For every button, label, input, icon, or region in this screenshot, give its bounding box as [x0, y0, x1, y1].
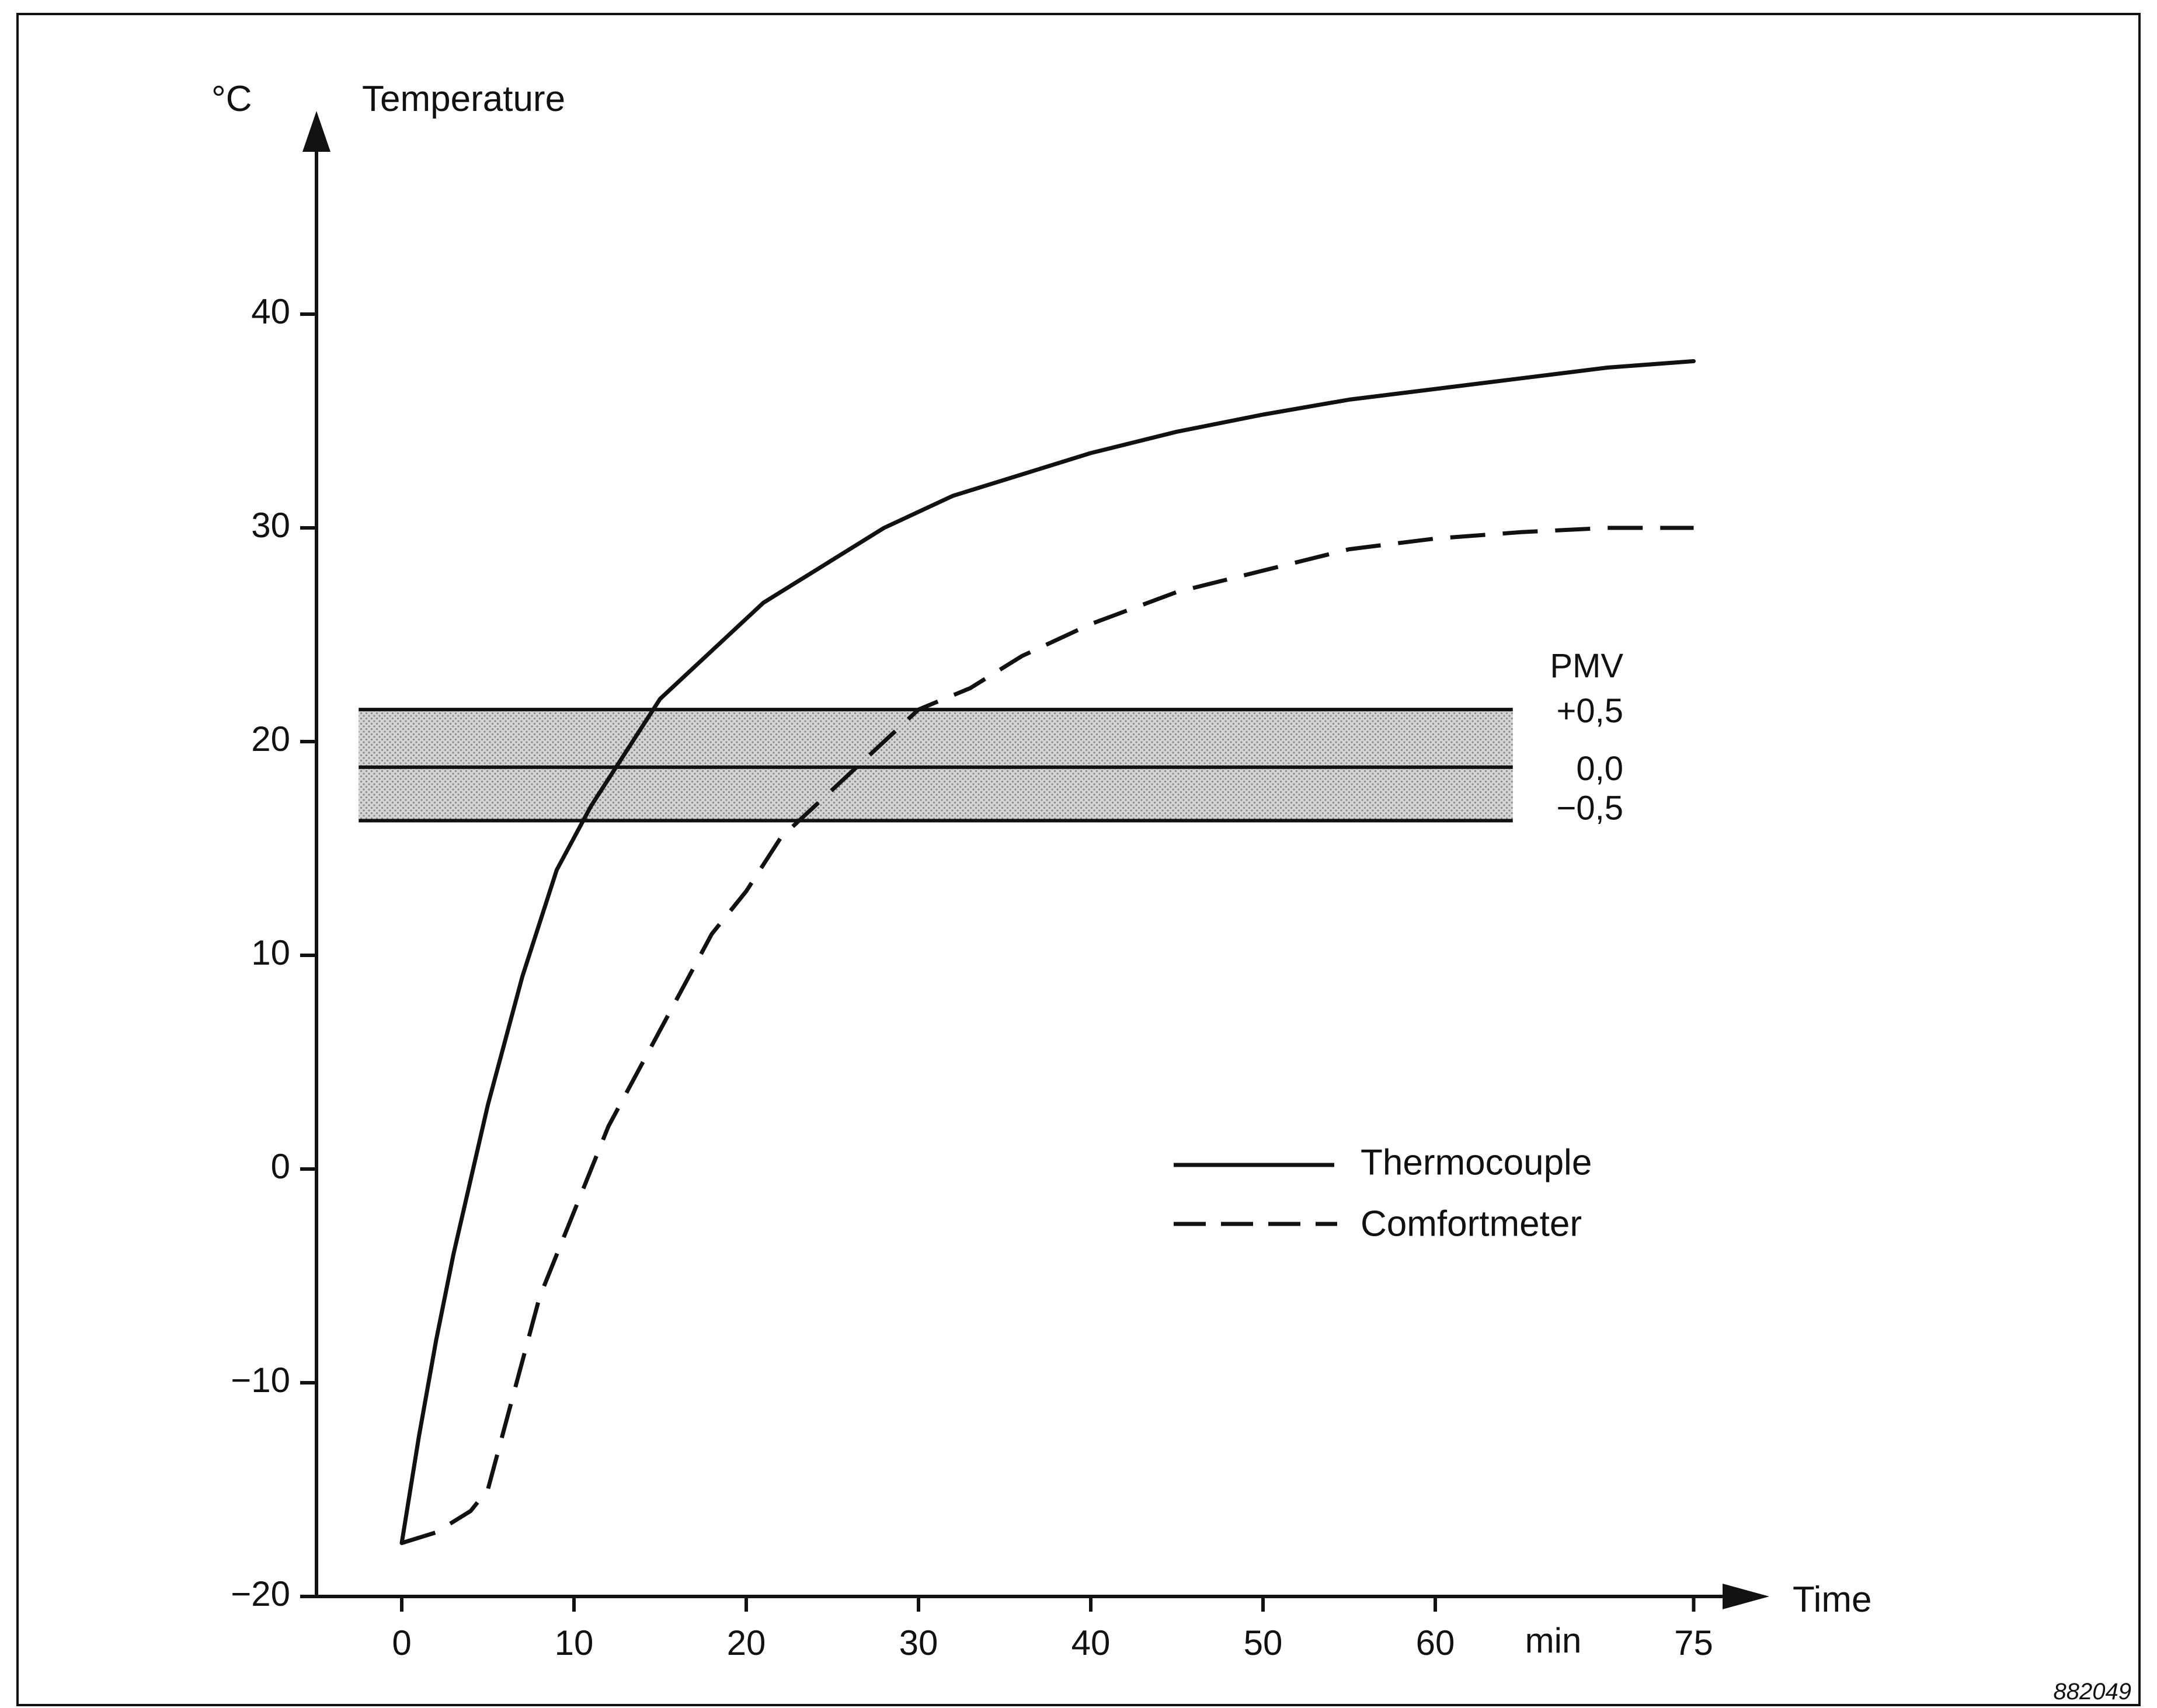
x-tick-label: 30: [899, 1623, 938, 1662]
x-tick-label: 20: [727, 1623, 766, 1662]
y-tick-label: 30: [251, 506, 290, 545]
y-axis-title: Temperature: [362, 79, 565, 119]
x-axis-unit: min: [1525, 1621, 1582, 1660]
figure-frame: [16, 13, 2141, 1706]
x-axis-arrow: [1723, 1584, 1769, 1609]
x-tick-label: 50: [1244, 1623, 1283, 1662]
series-line-comfortmeter: [401, 526, 1694, 1545]
pmv-label-upper: +0,5: [1557, 692, 1624, 730]
y-axis-unit: °C: [211, 79, 252, 119]
legend-label-thermocouple: Thermocouple: [1361, 1142, 1592, 1182]
y-tick-label: 0: [271, 1147, 290, 1186]
pmv-band: [359, 708, 1513, 823]
pmv-label-mid: 0,0: [1576, 750, 1623, 788]
x-axis-title: Time: [1793, 1580, 1871, 1620]
pmv-band-fill: [359, 709, 1513, 821]
x-ticks: 0 10 20 30 40 50 60 75: [392, 1596, 1713, 1662]
x-tick-label: 75: [1674, 1623, 1713, 1662]
y-tick-label: −10: [231, 1361, 290, 1400]
y-tick-label: 10: [251, 933, 290, 972]
y-ticks: −20 −10 0 10 20 30 40: [231, 292, 316, 1613]
series-layer: [399, 359, 1696, 1545]
figure-code: 882049: [2054, 1679, 2131, 1704]
y-tick-label: 20: [251, 719, 290, 759]
x-tick-label: 40: [1071, 1623, 1111, 1662]
y-tick-label: 40: [251, 292, 290, 331]
x-tick-label: 60: [1416, 1623, 1455, 1662]
legend-label-comfortmeter: Comfortmeter: [1361, 1203, 1582, 1244]
y-axis-arrow: [302, 111, 330, 152]
axes: [302, 111, 1769, 1609]
legend: Thermocouple Comfortmeter: [1174, 1142, 1592, 1244]
series-line-thermocouple: [399, 359, 1696, 1545]
x-tick-label: 10: [555, 1623, 594, 1662]
pmv-label-lower: −0,5: [1557, 789, 1624, 827]
pmv-title: PMV: [1550, 647, 1623, 685]
y-tick-label: −20: [231, 1574, 290, 1613]
x-tick-label: 0: [392, 1623, 411, 1662]
